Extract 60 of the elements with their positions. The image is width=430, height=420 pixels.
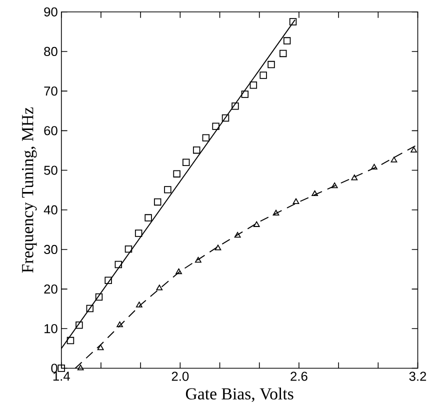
point: [241, 90, 249, 98]
y-tick-label: 80: [44, 47, 58, 56]
point: [136, 302, 142, 308]
point: [272, 210, 280, 216]
point: [76, 322, 83, 329]
point: [124, 246, 132, 253]
point: [331, 182, 338, 188]
point: [95, 293, 103, 301]
x-tick-label: 2.6: [290, 372, 308, 381]
point: [283, 37, 291, 45]
point: [292, 198, 300, 204]
point: [154, 198, 162, 206]
point: [212, 122, 220, 130]
y-tick-label: 30: [44, 245, 58, 254]
point: [58, 364, 65, 372]
point: [250, 82, 258, 89]
point: [144, 214, 152, 222]
point: [156, 284, 163, 290]
point: [173, 170, 180, 178]
point: [260, 72, 267, 79]
y-tick-label: 90: [44, 7, 58, 17]
point: [182, 158, 190, 166]
point: [390, 156, 398, 163]
point: [176, 268, 182, 274]
point: [232, 102, 239, 110]
point: [66, 337, 74, 344]
point: [192, 146, 200, 154]
point: [312, 190, 318, 196]
y-tick-label: 0: [51, 364, 58, 373]
x-tick-label: 1.4: [53, 372, 70, 381]
y-tick-label: 60: [44, 126, 58, 136]
point: [114, 261, 122, 268]
point: [234, 232, 241, 238]
point: [202, 134, 210, 142]
point: [164, 186, 172, 194]
y-tick-label: 40: [44, 205, 58, 215]
point: [77, 364, 84, 370]
y-tick-label: 70: [44, 86, 58, 96]
point: [268, 61, 275, 68]
point: [214, 244, 222, 250]
point: [194, 257, 202, 263]
point: [351, 174, 358, 180]
point: [134, 230, 142, 237]
point: [104, 276, 112, 284]
y-tick-label: 20: [44, 284, 58, 294]
y-tick-label: 50: [44, 166, 58, 175]
point: [253, 221, 260, 228]
x-tick-label: 2.0: [172, 372, 189, 381]
point: [410, 146, 417, 153]
point: [222, 114, 230, 122]
x-axis-title: Gate Bias, Volts: [186, 388, 294, 402]
point: [371, 164, 378, 170]
point: [289, 18, 297, 26]
y-axis-title: Frequency Tuning, MHz: [22, 108, 37, 273]
y-tick-label: 10: [44, 324, 58, 334]
x-tick-label: 3.2: [409, 372, 426, 381]
point: [280, 50, 287, 58]
point: [86, 304, 94, 312]
point: [97, 344, 104, 350]
point: [116, 322, 123, 328]
